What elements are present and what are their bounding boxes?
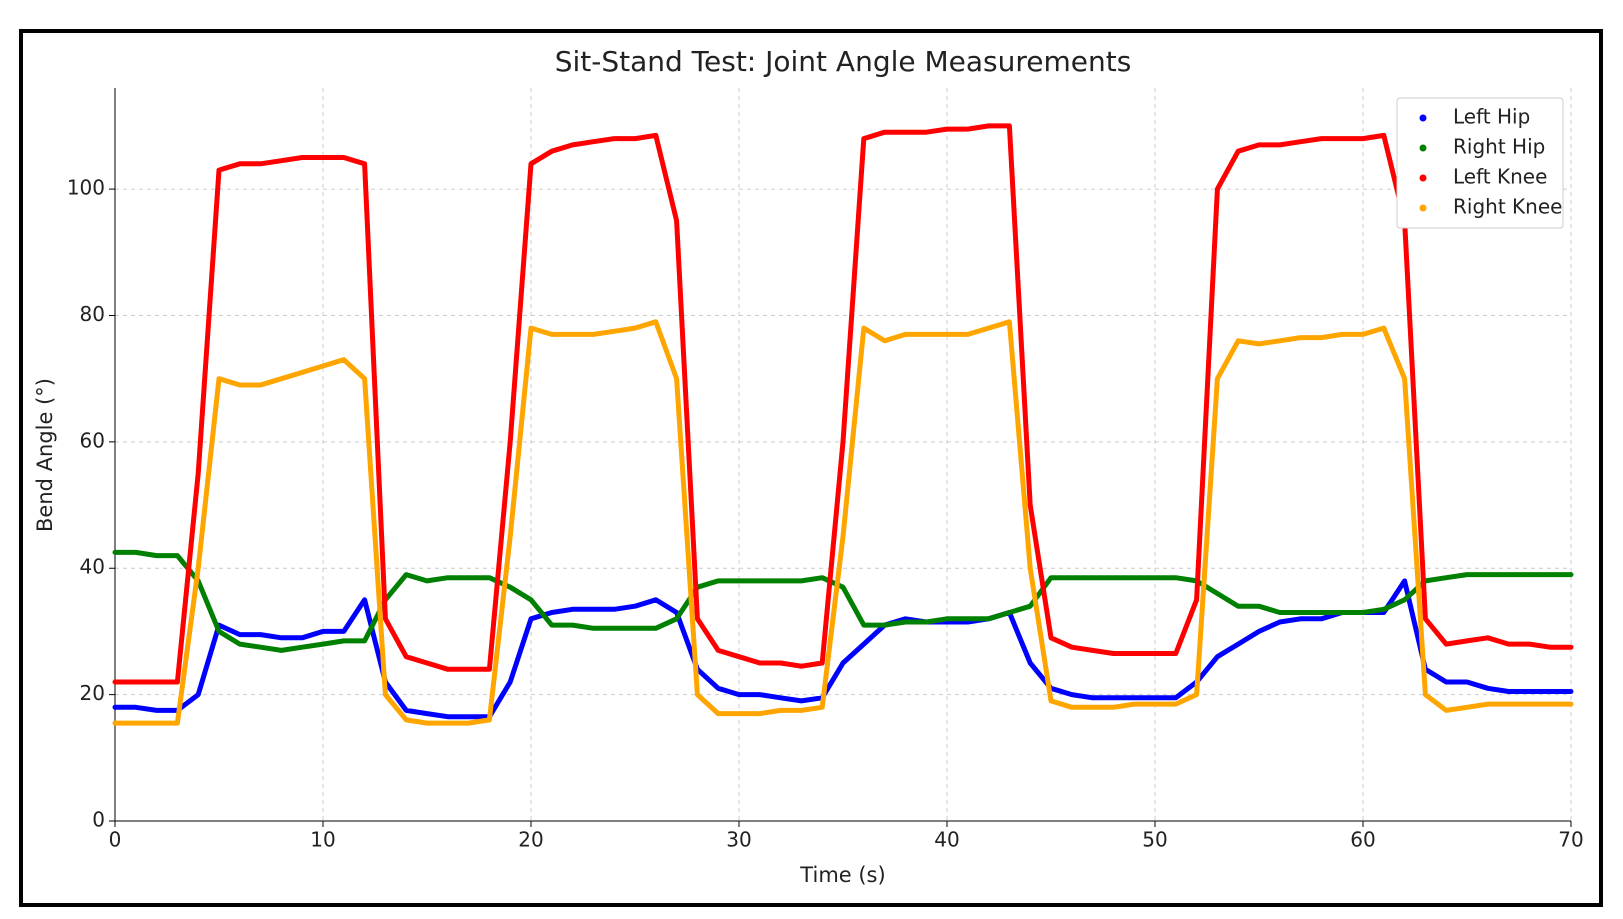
- y-tick-label: 0: [92, 808, 105, 832]
- x-tick-label: 40: [934, 828, 959, 852]
- legend-marker: [1419, 204, 1427, 212]
- legend-label: Left Knee: [1453, 165, 1547, 189]
- x-tick-label: 70: [1558, 828, 1583, 852]
- x-tick-label: 20: [518, 828, 543, 852]
- x-axis-label: Time (s): [799, 863, 885, 887]
- legend-label: Right Hip: [1453, 135, 1545, 159]
- x-tick-label: 10: [310, 828, 335, 852]
- x-tick-label: 50: [1142, 828, 1167, 852]
- legend-marker: [1419, 174, 1427, 182]
- legend-marker: [1419, 144, 1427, 152]
- series-line: [112, 549, 1574, 653]
- x-tick-label: 30: [726, 828, 751, 852]
- legend-label: Right Knee: [1453, 195, 1562, 219]
- y-tick-label: 40: [80, 555, 105, 579]
- y-tick-label: 80: [80, 302, 105, 326]
- y-axis-label: Bend Angle (°): [33, 378, 57, 532]
- series-line: [112, 123, 1574, 685]
- legend-marker: [1419, 114, 1427, 122]
- y-tick-label: 60: [80, 428, 105, 452]
- x-tick-label: 0: [109, 828, 122, 852]
- x-tick-label: 60: [1350, 828, 1375, 852]
- legend-box: [1396, 97, 1564, 229]
- y-tick-label: 20: [80, 681, 105, 705]
- series-line: [112, 319, 1574, 726]
- y-tick-label: 100: [67, 176, 105, 200]
- legend-label: Left Hip: [1453, 105, 1530, 129]
- series-line: [112, 578, 1574, 720]
- chart-title: Sit-Stand Test: Joint Angle Measurements: [555, 45, 1132, 78]
- frame: [19, 29, 1603, 907]
